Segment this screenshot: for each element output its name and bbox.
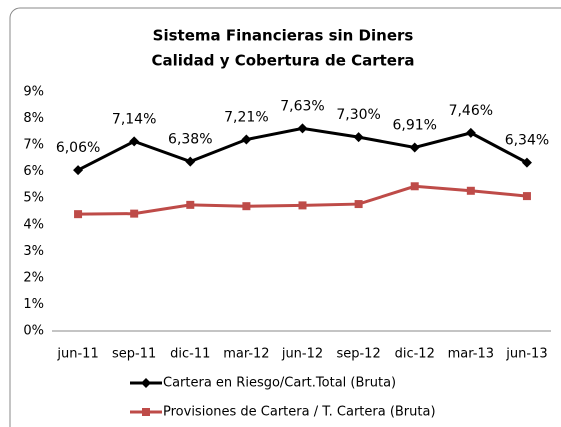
marker <box>410 182 419 191</box>
data-label: 7,21% <box>224 110 268 126</box>
data-label: 7,46% <box>449 103 493 119</box>
x-tick-label: jun-11 <box>56 347 98 362</box>
data-label: 7,63% <box>280 98 324 114</box>
marker <box>297 123 308 134</box>
data-label: 7,30% <box>336 107 380 123</box>
x-tick-label: mar-13 <box>448 347 494 362</box>
marker <box>242 202 251 211</box>
marker <box>522 192 531 201</box>
chart-subtitle: Calidad y Cobertura de Cartera <box>152 52 415 70</box>
y-tick-label: 7% <box>23 138 44 153</box>
data-label: 6,34% <box>505 133 549 149</box>
x-tick-label: sep-11 <box>112 347 156 362</box>
x-tick-label: jun-12 <box>281 347 323 362</box>
data-label: 6,06% <box>56 140 100 156</box>
y-tick-label: 4% <box>23 217 44 232</box>
y-tick-label: 3% <box>23 244 44 259</box>
x-tick-label: mar-12 <box>223 347 269 362</box>
data-label: 6,91% <box>392 118 436 134</box>
marker <box>241 134 252 145</box>
x-tick-label: dic-12 <box>395 347 435 362</box>
y-tick-label: 5% <box>23 191 44 206</box>
marker <box>298 201 307 210</box>
y-tick-label: 2% <box>23 270 44 285</box>
x-tick-label: sep-12 <box>336 347 380 362</box>
y-tick-label: 0% <box>23 324 44 339</box>
y-tick-label: 6% <box>23 164 44 179</box>
marker <box>354 200 363 209</box>
marker <box>142 408 150 416</box>
marker <box>73 165 84 176</box>
marker <box>185 156 196 167</box>
data-label: 6,38% <box>168 132 212 148</box>
x-tick-label: jun-13 <box>505 347 547 362</box>
chart-border <box>9 7 561 427</box>
marker <box>465 127 476 138</box>
marker <box>353 132 364 143</box>
marker <box>466 186 475 195</box>
marker <box>130 209 139 218</box>
y-tick-label: 9% <box>23 85 44 100</box>
marker <box>409 142 420 153</box>
marker <box>186 200 195 209</box>
legend-label: Cartera en Riesgo/Cart.Total (Bruta) <box>163 376 396 391</box>
legend-label: Provisiones de Cartera / T. Cartera (Bru… <box>163 405 436 420</box>
chart-title: Sistema Financieras sin Diners <box>153 27 414 45</box>
marker <box>74 210 83 219</box>
data-label: 7,14% <box>112 111 156 127</box>
marker <box>521 157 532 168</box>
x-tick-label: dic-11 <box>170 347 210 362</box>
marker <box>129 136 140 147</box>
y-tick-label: 8% <box>23 111 44 126</box>
y-tick-label: 1% <box>23 297 44 312</box>
marker <box>141 378 151 388</box>
